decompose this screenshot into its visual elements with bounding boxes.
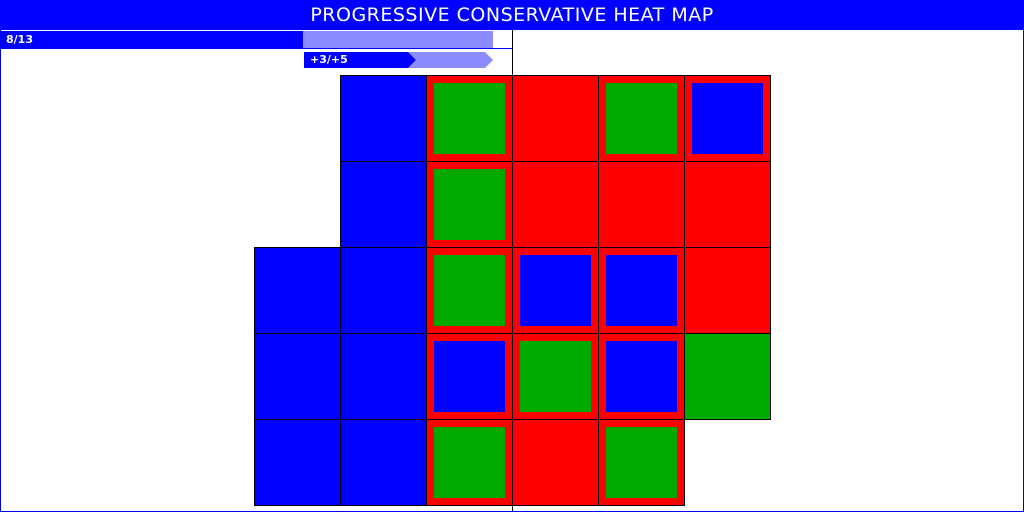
heat-map-cell[interactable] [254,333,341,420]
heat-map-cell[interactable] [684,161,771,248]
heat-map-cell[interactable] [598,161,685,248]
heat-map-cell[interactable] [340,419,427,506]
heat-map-cell-inner [434,83,505,154]
heat-map-cell[interactable] [512,419,599,506]
heat-map-cell[interactable] [426,333,513,420]
heat-map-cell[interactable] [426,247,513,334]
heat-map-cell-inner [434,341,505,412]
heat-map-cell[interactable] [254,419,341,506]
delta-arrows [304,52,493,68]
page-title: PROGRESSIVE CONSERVATIVE HEAT MAP [310,4,714,26]
heat-map-cell-inner [520,255,591,326]
heat-map-cell[interactable] [512,161,599,248]
heat-map-cell[interactable] [254,247,341,334]
heat-map-cell-inner [434,427,505,498]
heat-map-cell-inner [692,83,763,154]
heat-map-cell[interactable] [426,161,513,248]
heat-map-cell-inner [606,427,677,498]
delta-label: +3/+5 [310,53,348,66]
heat-map-cell[interactable] [684,247,771,334]
heat-map-cell-inner [434,169,505,240]
heat-map-cell-inner [520,341,591,412]
score-label: 8/13 [6,33,33,46]
heat-map-cell-inner [606,341,677,412]
heat-map-cell-inner [606,83,677,154]
heat-map-cell[interactable] [340,75,427,162]
delta-bar: +3/+5 [304,52,493,68]
score-bar: 8/13 [0,31,493,48]
delta-arrow-right-segment [408,52,493,68]
heat-map-cell[interactable] [598,419,685,506]
heat-map-cell[interactable] [598,75,685,162]
heat-map-cell[interactable] [340,161,427,248]
heat-map-cell[interactable] [598,247,685,334]
heat-map-cell-inner [434,255,505,326]
heat-map-cell-inner [606,255,677,326]
title-bar: PROGRESSIVE CONSERVATIVE HEAT MAP [0,0,1024,30]
heat-map-cell[interactable] [340,247,427,334]
delta-arrow-left-segment [304,52,416,68]
heat-map-cell[interactable] [684,333,771,420]
heat-map-cell[interactable] [426,419,513,506]
heat-map-cell[interactable] [512,247,599,334]
heat-map-cell[interactable] [684,75,771,162]
heat-map-cell[interactable] [426,75,513,162]
score-bar-fill [0,31,303,48]
heat-map-cell[interactable] [512,75,599,162]
heat-map-cell[interactable] [512,333,599,420]
heat-map-cell[interactable] [340,333,427,420]
heat-map-cell[interactable] [598,333,685,420]
score-divider [0,48,512,49]
